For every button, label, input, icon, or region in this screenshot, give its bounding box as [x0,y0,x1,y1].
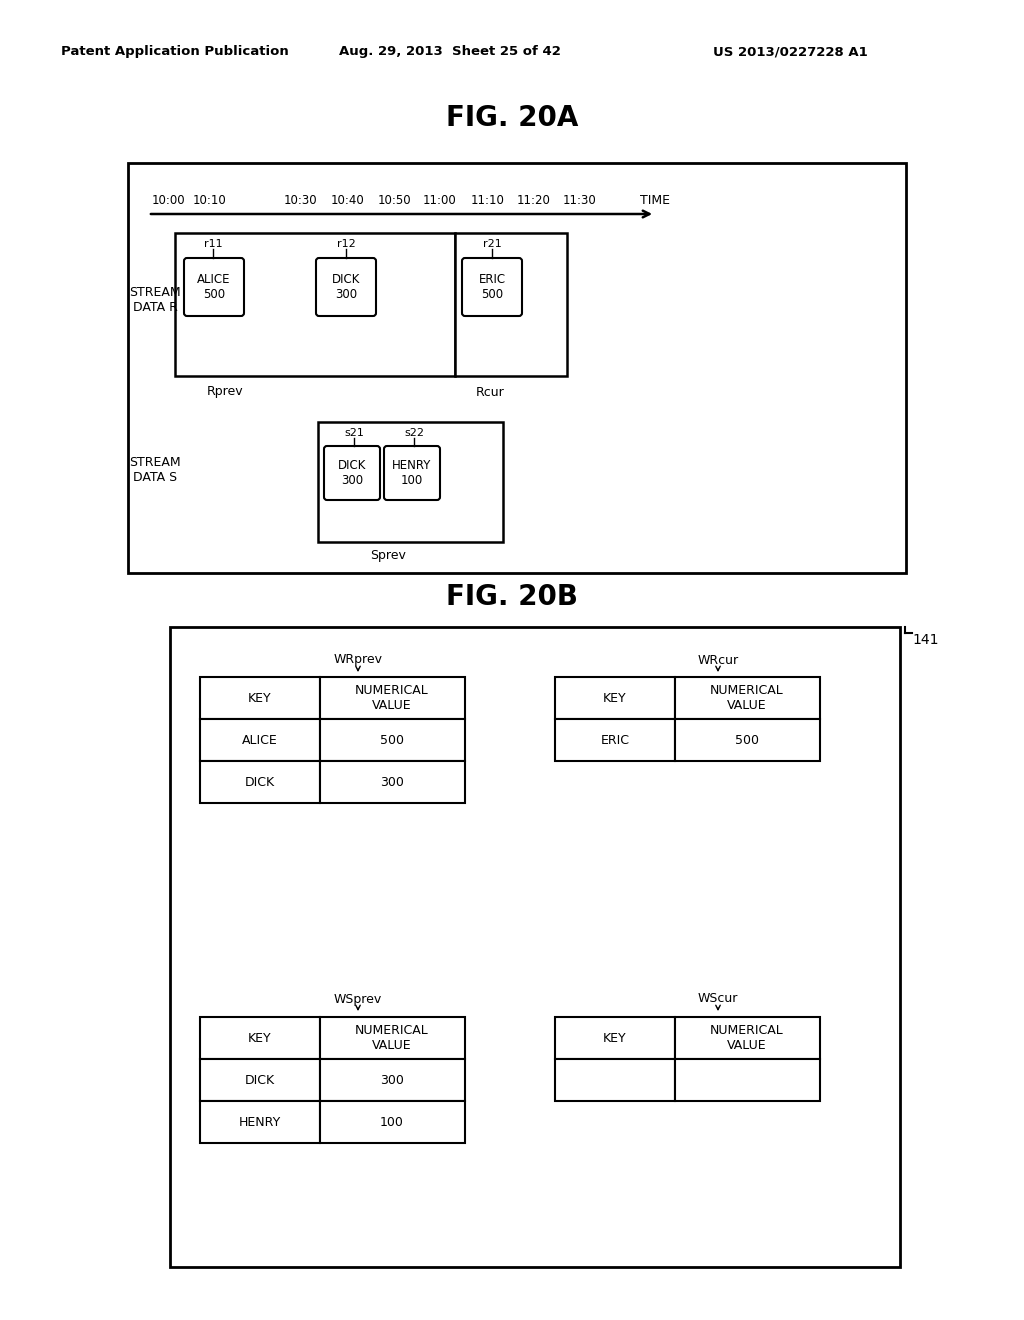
Text: 300: 300 [380,1073,403,1086]
Text: STREAM
DATA R: STREAM DATA R [129,286,181,314]
Bar [319,677,465,719]
Text: HENRY: HENRY [239,1115,282,1129]
Text: 11:30: 11:30 [563,194,597,206]
Bar [675,677,820,719]
Bar [319,1101,465,1143]
Text: 11:00: 11:00 [423,194,457,206]
Text: s22: s22 [404,428,424,438]
Text: WRprev: WRprev [334,653,383,667]
Text: DICK: DICK [245,1073,275,1086]
Text: 300: 300 [380,776,403,788]
Text: NUMERICAL
VALUE: NUMERICAL VALUE [355,1024,429,1052]
Bar [200,1016,319,1059]
Bar [200,677,319,719]
Bar [200,1101,319,1143]
Text: 500: 500 [735,734,759,747]
Text: 11:10: 11:10 [471,194,505,206]
Text: NUMERICAL
VALUE: NUMERICAL VALUE [710,1024,784,1052]
Bar [675,1059,820,1101]
Text: FIG. 20B: FIG. 20B [446,583,578,611]
Bar [200,1059,319,1101]
Text: ALICE
500: ALICE 500 [198,273,230,301]
Text: Rcur: Rcur [475,385,505,399]
FancyBboxPatch shape [324,446,380,500]
Bar [675,1016,820,1059]
Bar [170,627,900,1267]
Text: 10:00: 10:00 [152,194,184,206]
Text: s21: s21 [344,428,364,438]
Text: DICK
300: DICK 300 [338,459,367,487]
Text: r11: r11 [204,239,222,249]
Text: US 2013/0227228 A1: US 2013/0227228 A1 [713,45,867,58]
Text: DICK
300: DICK 300 [332,273,360,301]
Text: r12: r12 [337,239,355,249]
Text: 10:30: 10:30 [284,194,316,206]
Text: NUMERICAL
VALUE: NUMERICAL VALUE [710,684,784,711]
Text: 11:20: 11:20 [517,194,551,206]
Bar [555,1016,675,1059]
Text: KEY: KEY [603,1031,627,1044]
Text: STREAM
DATA S: STREAM DATA S [129,455,181,484]
Text: r21: r21 [482,239,502,249]
Text: 500: 500 [380,734,404,747]
Text: DICK: DICK [245,776,275,788]
Bar [175,234,455,376]
Bar [555,677,675,719]
Text: NUMERICAL
VALUE: NUMERICAL VALUE [355,684,429,711]
Text: WSprev: WSprev [334,993,382,1006]
Text: KEY: KEY [248,1031,271,1044]
FancyBboxPatch shape [384,446,440,500]
Bar [319,1059,465,1101]
Text: Sprev: Sprev [370,549,406,562]
Bar [200,719,319,762]
Text: HENRY
100: HENRY 100 [392,459,432,487]
FancyBboxPatch shape [462,257,522,315]
Text: 141: 141 [912,634,939,647]
Text: WRcur: WRcur [697,653,738,667]
Text: 10:50: 10:50 [377,194,411,206]
Text: WScur: WScur [697,993,738,1006]
Bar [555,1059,675,1101]
Bar [675,719,820,762]
Bar [455,234,567,376]
Text: ALICE: ALICE [242,734,278,747]
Bar [200,762,319,803]
Text: ERIC: ERIC [600,734,630,747]
Text: KEY: KEY [603,692,627,705]
FancyBboxPatch shape [184,257,244,315]
Text: 10:40: 10:40 [331,194,365,206]
Text: ERIC
500: ERIC 500 [478,273,506,301]
Bar [319,719,465,762]
Text: 100: 100 [380,1115,403,1129]
Bar [128,162,906,573]
Bar [319,1016,465,1059]
Text: Patent Application Publication: Patent Application Publication [61,45,289,58]
Bar [555,719,675,762]
Bar [318,422,503,543]
Bar [319,762,465,803]
Text: TIME: TIME [640,194,670,206]
FancyBboxPatch shape [316,257,376,315]
Text: FIG. 20A: FIG. 20A [445,104,579,132]
Text: 10:10: 10:10 [194,194,227,206]
Text: KEY: KEY [248,692,271,705]
Text: Aug. 29, 2013  Sheet 25 of 42: Aug. 29, 2013 Sheet 25 of 42 [339,45,561,58]
Text: Rprev: Rprev [207,385,244,399]
